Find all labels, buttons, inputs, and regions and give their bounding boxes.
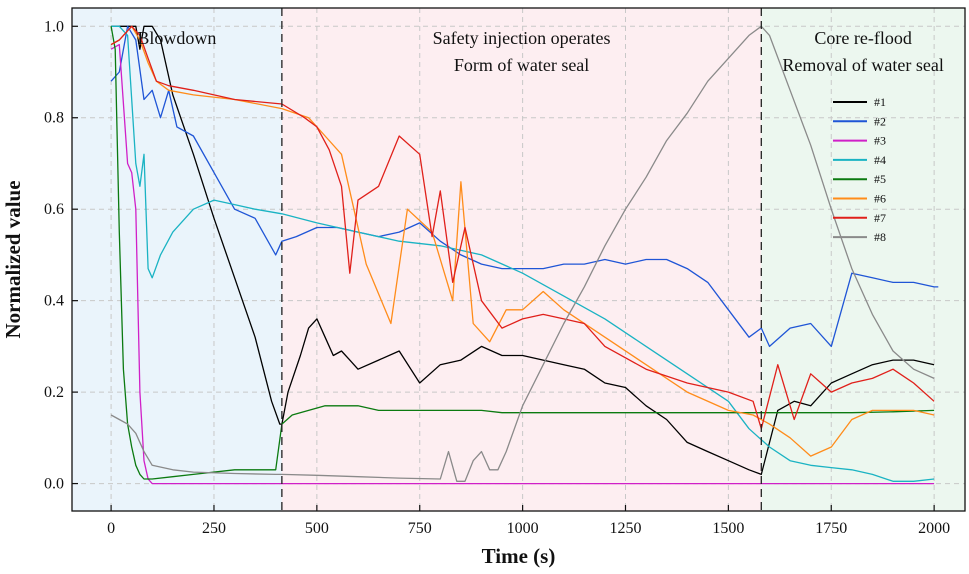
legend-label-4: #4 xyxy=(874,153,886,167)
x-tick-label-1000: 1000 xyxy=(507,520,539,537)
x-tick-label-1250: 1250 xyxy=(609,520,641,537)
series-line-5 xyxy=(110,26,935,480)
x-tick-label-1750: 1750 xyxy=(815,520,847,537)
legend-label-3: #3 xyxy=(874,134,886,148)
phase-band-1 xyxy=(72,8,282,511)
legend-label-1: #1 xyxy=(874,95,886,109)
legend-label-2: #2 xyxy=(874,114,886,128)
y-tick-label-1: 0.2 xyxy=(44,384,64,401)
y-tick-label-3: 0.6 xyxy=(44,201,64,218)
x-tick-label-250: 250 xyxy=(202,520,226,537)
phase-label-2-line-2: Form of water seal xyxy=(454,55,589,75)
series-line-1 xyxy=(111,25,935,476)
phase-label-1-line-1: Blowdown xyxy=(137,28,216,48)
x-tick-label-1500: 1500 xyxy=(712,520,744,537)
phase-labels: Blowdown Safety injection operates Form of… xyxy=(137,28,943,75)
series-line-6 xyxy=(110,25,935,457)
legend-label-7: #7 xyxy=(874,211,886,225)
phase-label-3-line-1: Core re-flood xyxy=(814,28,911,48)
x-tick-label-500: 500 xyxy=(305,520,329,537)
legend-label-6: #6 xyxy=(874,192,886,206)
series-lines xyxy=(110,25,939,485)
series-line-7 xyxy=(110,25,935,430)
series-line-4 xyxy=(111,25,935,482)
plot-frame xyxy=(71,7,966,512)
phase-label-2-line-1: Safety injection operates xyxy=(433,28,611,48)
phase-band-3 xyxy=(761,8,965,511)
phase-boundaries xyxy=(281,8,762,511)
x-axis-title: Time (s) xyxy=(482,544,556,568)
y-tick-label-0: 0.0 xyxy=(44,476,64,493)
series-line-2 xyxy=(110,25,939,348)
axis-ticks: 0 250 500 750 1000 1250 1500 1750 2000 0.0 0.2 0.4 0… xyxy=(44,18,950,537)
y-tick-label-2: 0.4 xyxy=(44,293,64,310)
legend-label-8: #8 xyxy=(874,230,886,244)
legend: #1 #2 #3 #4 #5 #6 #7 #8 xyxy=(833,95,886,244)
y-tick-label-4: 0.8 xyxy=(44,110,64,127)
legend-label-5: #5 xyxy=(874,172,886,186)
series-line-8 xyxy=(110,25,935,482)
y-axis-title: Normalized value xyxy=(1,180,25,338)
x-tick-label-0: 0 xyxy=(107,520,115,537)
phase-label-3-line-2: Removal of water seal xyxy=(782,55,943,75)
x-tick-label-750: 750 xyxy=(408,520,432,537)
y-tick-label-5: 1.0 xyxy=(44,18,64,35)
x-tick-label-2000: 2000 xyxy=(918,520,950,537)
phase-band-2 xyxy=(281,8,762,511)
